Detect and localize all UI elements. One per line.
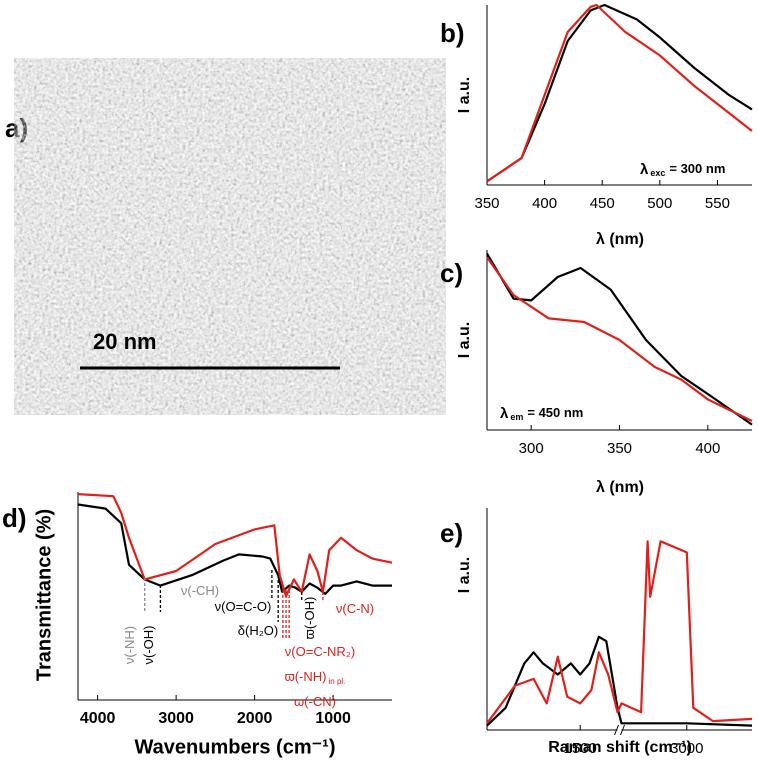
x-tick-label: 1000 xyxy=(315,710,351,727)
line xyxy=(486,3,753,183)
x-tick-label: 300 xyxy=(519,440,544,457)
y-axis-label: I a.u. xyxy=(456,322,473,358)
x-tick-label: 1500 xyxy=(564,740,597,757)
panel-label: b) xyxy=(440,18,465,48)
annotation: ϖ(-NH) in pl. xyxy=(285,669,346,686)
x-axis-label: Raman shift (cm⁻¹) xyxy=(548,739,692,756)
annotation-text: ν(C-N) xyxy=(336,601,374,616)
x-tick-label: 450 xyxy=(590,195,615,212)
axis-break xyxy=(614,724,625,736)
panel-label: c) xyxy=(440,258,463,288)
annotation-text: = 300 nm xyxy=(669,161,725,176)
annotation-symbol: λ xyxy=(500,405,509,422)
annotation-text: ν(O=C-NR₂) xyxy=(285,644,355,659)
annotation: ν(-CH) xyxy=(181,583,219,598)
panel-label: e) xyxy=(440,518,463,548)
annotation: δ(H₂O) xyxy=(238,623,278,638)
line xyxy=(486,540,753,724)
x-tick-label: 2000 xyxy=(237,710,273,727)
x-tick-label: 400 xyxy=(695,440,720,457)
annotation-text: ω(-CN) xyxy=(294,694,336,709)
x-tick-label: 4000 xyxy=(80,710,116,727)
annotation: ν(O=C-O) xyxy=(215,599,272,614)
annotation: ν(-NH) xyxy=(122,626,137,664)
x-axis-label: λ (nm) xyxy=(596,479,644,496)
x-tick-label: 500 xyxy=(647,195,672,212)
x-tick-label: 350 xyxy=(607,440,632,457)
annotation-text: ν(-OH) xyxy=(141,626,156,665)
annotation: ν(C-N) xyxy=(336,601,374,616)
annotation-text: ν(O=C-O) xyxy=(215,599,272,614)
annotation: λ em = 450 nm xyxy=(500,405,583,422)
y-axis-label: I a.u. xyxy=(456,77,473,113)
annotation-text: ϖ(-OH) xyxy=(302,597,317,640)
annotation-text: ν(-NH) xyxy=(122,626,137,664)
y-axis-label: Transmittance (%) xyxy=(33,509,55,681)
annotation: ν(-OH) xyxy=(141,626,156,665)
panel-label: a) xyxy=(5,113,28,143)
annotation-subscript: em xyxy=(510,412,523,422)
x-axis-label: Wavenumbers (cm⁻¹) xyxy=(135,736,336,758)
x-axis-label: λ (nm) xyxy=(596,231,644,248)
annotation: λ exc = 300 nm xyxy=(640,161,725,178)
annotation: ν(O=C-NR₂) xyxy=(285,644,355,659)
annotation-text: = 450 nm xyxy=(527,405,583,420)
annotation: ω(-CN) xyxy=(294,694,336,709)
annotation-text: ϖ(-NH) xyxy=(285,669,327,684)
line xyxy=(486,635,753,727)
x-tick-label: 3000 xyxy=(158,710,194,727)
line xyxy=(486,256,753,422)
annotation-text: δ(H₂O) xyxy=(238,623,278,638)
line xyxy=(486,3,753,183)
annotation-symbol: λ xyxy=(640,161,649,178)
x-tick-label: 3000 xyxy=(670,740,703,757)
scale-bar-label: 20 nm xyxy=(93,329,157,354)
line xyxy=(486,253,753,426)
annotation-subscript: exc xyxy=(650,168,665,178)
x-tick-label: 350 xyxy=(474,195,499,212)
x-tick-label: 550 xyxy=(705,195,730,212)
x-tick-label: 400 xyxy=(532,195,557,212)
annotation-text: ν(-CH) xyxy=(181,583,219,598)
annotation: ϖ(-OH) xyxy=(302,597,317,640)
y-axis-label: I a.u. xyxy=(456,557,473,593)
panel-label: d) xyxy=(2,503,27,533)
line xyxy=(77,503,392,595)
tem-image xyxy=(50,88,410,385)
annotation-subscript: in pl. xyxy=(329,677,346,686)
